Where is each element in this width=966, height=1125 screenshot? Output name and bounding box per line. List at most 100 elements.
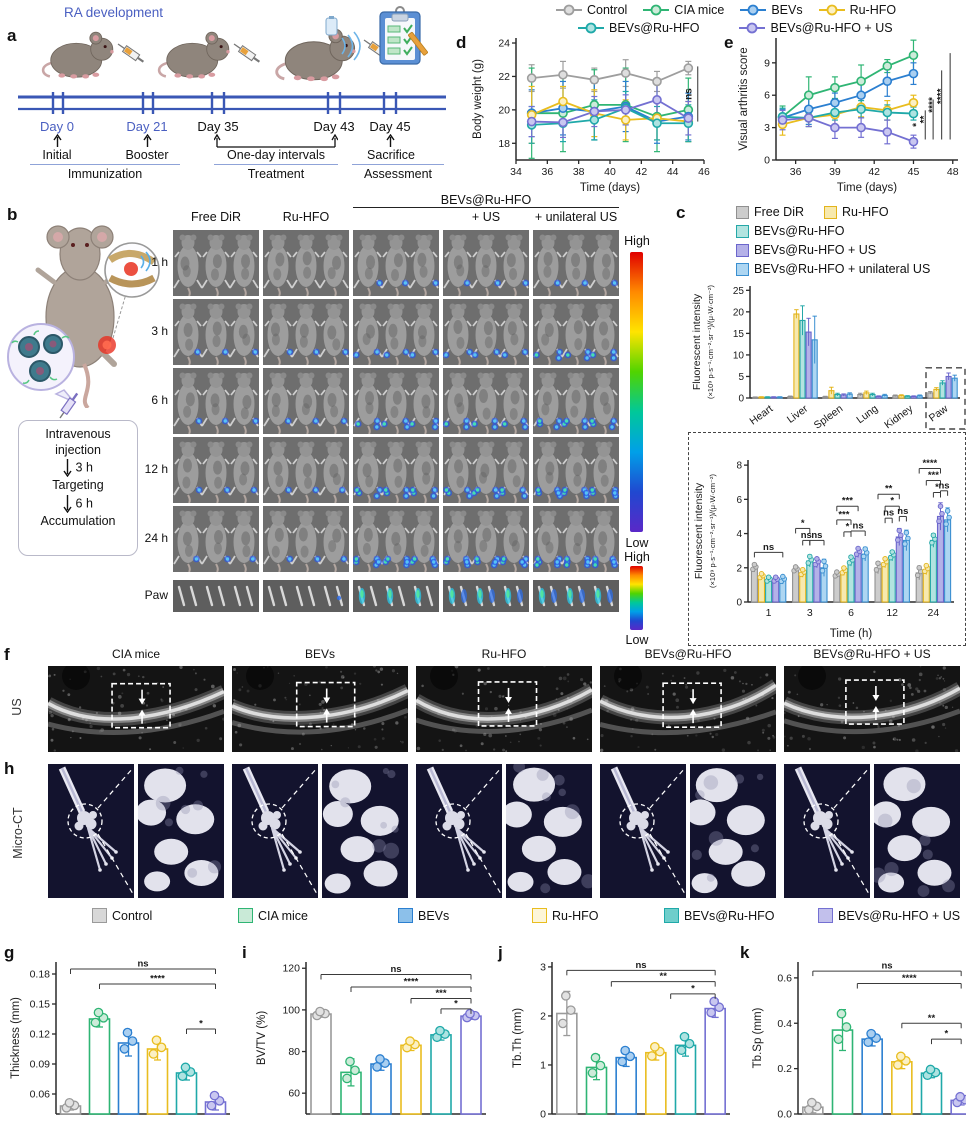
legend-swatch-icon — [736, 243, 749, 257]
event-initial: Initial — [42, 148, 72, 162]
top-legend: Control CIA mice BEVs Ru-HFO BEVs@Ru-HFO BEVs… — [556, 3, 966, 35]
svg-text:(×10⁹ p·s⁻¹·cm⁻²·sr⁻¹)/(μ·W·cm: (×10⁹ p·s⁻¹·cm⁻²·sr⁻¹)/(μ·W·cm⁻²) — [708, 474, 717, 588]
svg-text:**: ** — [919, 116, 930, 124]
legend-label: Control — [587, 3, 628, 17]
legend-swatch-icon — [664, 908, 679, 923]
series-marker-icon — [739, 22, 766, 34]
us-column-header: BEVs@Ru-HFO + US — [813, 647, 931, 661]
svg-text:Tb.Sp (mm): Tb.Sp (mm) — [752, 1007, 764, 1068]
svg-text:****: **** — [150, 974, 165, 985]
legend-label: Control — [112, 908, 153, 923]
series-marker-icon — [578, 22, 604, 34]
svg-text:0: 0 — [736, 598, 742, 609]
svg-text:***: *** — [435, 988, 446, 999]
svg-text:**: ** — [885, 484, 893, 495]
svg-text:Thickness (mm): Thickness (mm) — [10, 997, 22, 1079]
svg-text:ns: ns — [883, 508, 894, 519]
body-weight-chart: 18 20 22 24 34 36 38 40 42 44 46 Time (days) Body we… — [470, 30, 722, 199]
panel-k-label: k — [740, 943, 750, 962]
svg-text:34: 34 — [510, 166, 522, 178]
svg-text:*: * — [890, 496, 894, 507]
micro-ct-zoom-image — [138, 764, 224, 898]
flow-step-3: Accumulation — [40, 513, 116, 528]
panel-c-legend: Free DiR Ru-HFO BEVs@Ru-HFO BEVs@Ru-HFO + U… — [736, 205, 966, 281]
panel-e-label: e — [724, 33, 734, 52]
legend-label: CIA mice — [258, 908, 309, 923]
us-image — [48, 666, 224, 752]
svg-text:1: 1 — [540, 1059, 546, 1071]
svg-text:15: 15 — [733, 329, 745, 340]
ra-development-title: RA development — [64, 5, 164, 20]
svg-text:*: * — [846, 521, 850, 532]
svg-text:****: **** — [922, 458, 937, 469]
svg-text:46: 46 — [698, 166, 710, 178]
svg-text:*: * — [199, 1019, 203, 1030]
svg-text:45: 45 — [908, 166, 920, 178]
legend-label: BEVs — [771, 3, 803, 17]
mouse-image-cell — [353, 230, 439, 296]
us-image — [232, 666, 408, 752]
grid-row-label: 1 h — [151, 255, 168, 269]
svg-text:Liver: Liver — [785, 402, 811, 425]
series-marker-icon — [643, 4, 670, 16]
svg-text:10: 10 — [733, 350, 745, 361]
legend-swatch-icon — [238, 908, 253, 923]
legend-item: BEVs — [740, 3, 803, 17]
svg-text:ns: ns — [801, 530, 812, 541]
mouse-image-cell — [263, 230, 349, 296]
mouse-image-cell — [443, 299, 529, 365]
us-column-header: BEVs — [304, 647, 335, 661]
legend-label: Ru-HFO — [842, 205, 889, 219]
legend-swatch-icon — [532, 908, 547, 923]
svg-text:**: ** — [660, 971, 668, 982]
svg-text:Lung: Lung — [854, 403, 880, 427]
legend-item: Ru-HFO — [532, 908, 599, 923]
treatment-interval-bracket — [214, 134, 338, 148]
legend-swatch-icon — [736, 224, 749, 238]
svg-text:*: * — [944, 1029, 948, 1040]
legend-label: BEVs@Ru-HFO + unilateral US — [754, 262, 931, 276]
grid-row-label: 6 h — [151, 393, 168, 407]
mouse-image-cell — [533, 506, 619, 572]
legend-swatch-icon — [736, 262, 749, 276]
svg-text:ns: ns — [684, 88, 695, 100]
svg-text:*: * — [911, 123, 922, 127]
svg-text:Time (h): Time (h) — [830, 628, 873, 640]
micro-ct-zoom-image — [506, 764, 592, 898]
us-column-header: Ru-HFO — [481, 647, 527, 661]
legend-label: BEVs@Ru-HFO — [754, 224, 845, 238]
mouse-image-cell — [263, 368, 349, 434]
legend-item: BEVs@Ru-HFO + unilateral US — [736, 262, 966, 276]
svg-text:ns: ns — [811, 530, 822, 541]
legend-item: Ru-HFO — [818, 3, 897, 17]
legend-label: Ru-HFO — [849, 3, 897, 17]
legend-item: BEVs@Ru-HFO — [664, 908, 774, 923]
svg-text:6: 6 — [764, 90, 770, 102]
flow-step-1: Intravenous injection — [45, 427, 111, 457]
paw-fluorescence-colorbar — [630, 566, 643, 630]
svg-text:42: 42 — [868, 166, 880, 178]
group-header-bevs-ru-hfo: BEVs@Ru-HFO — [440, 193, 532, 207]
svg-text:12: 12 — [886, 607, 898, 619]
legend-item: Control — [556, 3, 627, 17]
grid-row-label: 12 h — [144, 462, 168, 476]
legend-item: CIA mice — [643, 3, 724, 17]
immunization-underline — [30, 164, 180, 165]
mouse-image-cell — [533, 299, 619, 365]
legend-label: BEVs — [418, 908, 450, 923]
svg-text:20: 20 — [733, 307, 745, 318]
svg-text:2: 2 — [736, 563, 742, 574]
svg-text:24: 24 — [928, 607, 940, 619]
us-column-header: CIA mice — [111, 647, 160, 661]
svg-text:0: 0 — [738, 394, 744, 405]
panel-c-label: c — [676, 203, 686, 222]
svg-text:0.18: 0.18 — [30, 969, 51, 981]
svg-text:36: 36 — [541, 166, 553, 178]
svg-text:Body weight (g): Body weight (g) — [472, 59, 484, 139]
svg-text:4: 4 — [736, 529, 742, 540]
svg-text:Time (days): Time (days) — [580, 182, 640, 194]
svg-text:****: **** — [928, 97, 939, 113]
svg-text:0: 0 — [540, 1109, 546, 1121]
svg-text:25: 25 — [733, 286, 745, 297]
